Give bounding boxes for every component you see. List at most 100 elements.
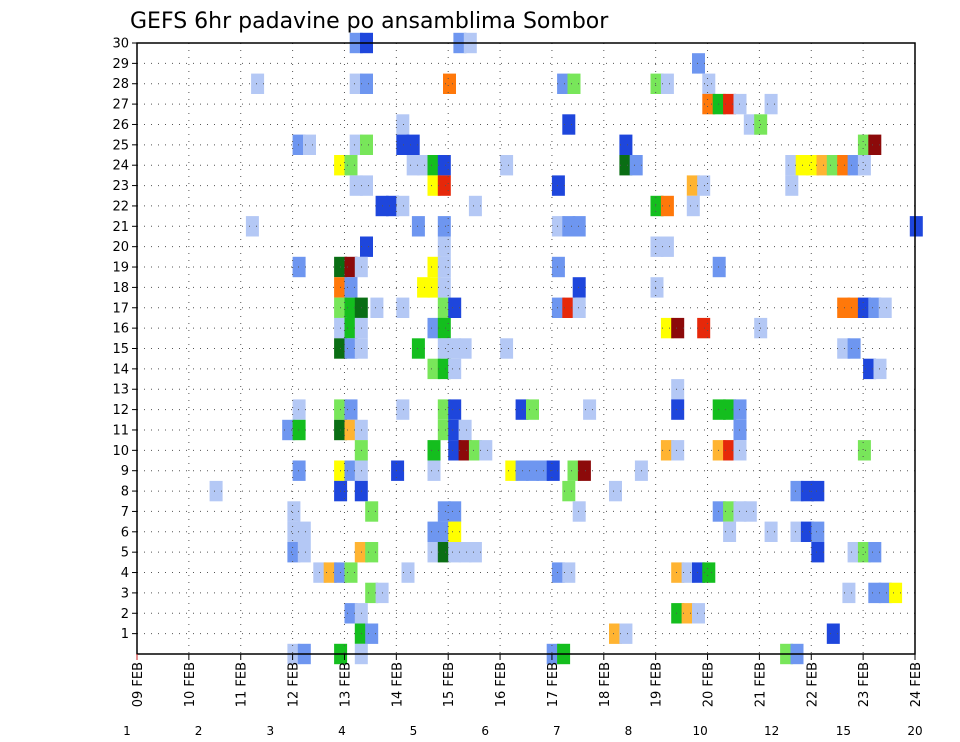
colorbar-label: 6 bbox=[481, 724, 489, 738]
precip-cell bbox=[344, 460, 358, 481]
x-tick-label: 13 FEB bbox=[338, 662, 353, 707]
colorbar-label: 1 bbox=[123, 724, 131, 738]
precip-cell bbox=[292, 460, 306, 481]
precip-cell bbox=[837, 297, 851, 318]
precip-cell bbox=[411, 216, 425, 237]
precip-cell bbox=[344, 338, 358, 359]
precip-cell bbox=[349, 73, 363, 94]
colorbar-label: 3 bbox=[266, 724, 274, 738]
precip-cell bbox=[406, 155, 420, 176]
precip-cell bbox=[562, 114, 576, 135]
axes-layer: 1234567891011121314151617181920212223242… bbox=[112, 37, 924, 708]
precip-cell bbox=[448, 399, 462, 420]
grid-layer bbox=[137, 43, 915, 654]
precip-cell bbox=[857, 297, 871, 318]
precip-cell bbox=[437, 216, 451, 237]
precip-cell bbox=[889, 582, 903, 604]
precip-cell bbox=[702, 562, 716, 583]
precip-cell bbox=[344, 277, 358, 298]
precip-cell bbox=[650, 277, 664, 298]
precip-cell bbox=[551, 216, 565, 237]
precip-cell bbox=[365, 542, 379, 563]
precip-cell bbox=[868, 134, 882, 155]
precip-cell bbox=[878, 582, 892, 604]
precip-cell bbox=[365, 623, 379, 644]
precip-cell bbox=[857, 440, 871, 461]
precip-cell bbox=[437, 399, 451, 420]
colorbar: 1 2 3 4 5 6 7 8 10 12 15 20 bbox=[123, 724, 922, 738]
chart-title: GEFS 6hr padavine po ansamblima Sombor bbox=[130, 9, 609, 34]
precip-cell bbox=[500, 338, 514, 359]
precip-cell bbox=[297, 542, 311, 563]
colorbar-label: 20 bbox=[907, 724, 922, 738]
precip-cell bbox=[360, 175, 373, 196]
y-tick-label: 25 bbox=[112, 138, 129, 153]
precip-cell bbox=[287, 501, 301, 522]
precip-cell bbox=[702, 73, 716, 94]
precip-cell bbox=[536, 460, 550, 481]
y-tick-label: 4 bbox=[121, 566, 129, 581]
cells-layer bbox=[209, 32, 923, 665]
precip-cell bbox=[619, 155, 633, 176]
precip-cell bbox=[292, 399, 306, 420]
y-tick-label: 3 bbox=[121, 586, 129, 601]
precip-cell bbox=[863, 358, 877, 380]
precip-cell bbox=[458, 542, 472, 563]
precip-cell bbox=[437, 317, 451, 339]
precip-cell bbox=[526, 460, 539, 481]
colorbar-label: 4 bbox=[338, 724, 346, 738]
precip-cell bbox=[344, 419, 358, 441]
x-tick-label: 18 FEB bbox=[598, 662, 613, 707]
precip-cell bbox=[712, 256, 726, 278]
precip-cell bbox=[572, 297, 586, 318]
precip-cell bbox=[437, 236, 451, 257]
precip-cell bbox=[660, 195, 674, 217]
precip-cell bbox=[344, 317, 358, 339]
precip-cell bbox=[427, 521, 441, 542]
precip-cell bbox=[437, 501, 451, 522]
precip-cell bbox=[660, 73, 674, 94]
precip-cell bbox=[287, 542, 301, 563]
precip-cell bbox=[692, 603, 705, 624]
y-tick-label: 1 bbox=[121, 627, 129, 642]
x-tick-label: 20 FEB bbox=[702, 662, 717, 707]
precip-cell bbox=[811, 542, 825, 563]
y-tick-label: 6 bbox=[121, 525, 129, 540]
precip-cell bbox=[468, 195, 482, 217]
precip-cell bbox=[344, 297, 358, 318]
precip-cell bbox=[437, 297, 451, 318]
precip-cell bbox=[629, 155, 643, 176]
precip-cell bbox=[619, 623, 633, 644]
precip-cell bbox=[349, 134, 363, 155]
precip-cell bbox=[505, 460, 519, 481]
x-tick-label: 24 FEB bbox=[909, 662, 924, 707]
precip-cell bbox=[427, 175, 441, 196]
precip-cell bbox=[800, 480, 814, 502]
precip-cell bbox=[619, 134, 633, 155]
y-tick-label: 9 bbox=[121, 464, 129, 479]
precip-cell bbox=[468, 440, 482, 461]
precip-cell bbox=[572, 277, 586, 298]
y-tick-label: 19 bbox=[112, 261, 129, 276]
precip-cell bbox=[562, 297, 576, 318]
precip-cell bbox=[764, 93, 778, 115]
precip-cell bbox=[671, 399, 685, 420]
precip-cell bbox=[692, 53, 705, 74]
y-tick-label: 16 bbox=[112, 322, 129, 337]
precip-cell bbox=[847, 297, 861, 318]
precip-cell bbox=[546, 460, 560, 481]
precip-cell bbox=[842, 582, 856, 604]
precip-cell bbox=[391, 460, 405, 481]
precip-cell bbox=[847, 155, 861, 176]
precip-cell bbox=[297, 521, 311, 542]
precip-cell bbox=[396, 114, 410, 135]
precip-cell bbox=[785, 155, 799, 176]
precip-cell bbox=[826, 155, 840, 176]
precip-cell bbox=[282, 419, 296, 441]
y-tick-label: 13 bbox=[112, 383, 129, 398]
precip-cell bbox=[697, 175, 711, 196]
precip-cell bbox=[660, 317, 674, 339]
precip-cell bbox=[448, 501, 462, 522]
precip-cell bbox=[551, 297, 565, 318]
precip-cell bbox=[800, 521, 814, 542]
